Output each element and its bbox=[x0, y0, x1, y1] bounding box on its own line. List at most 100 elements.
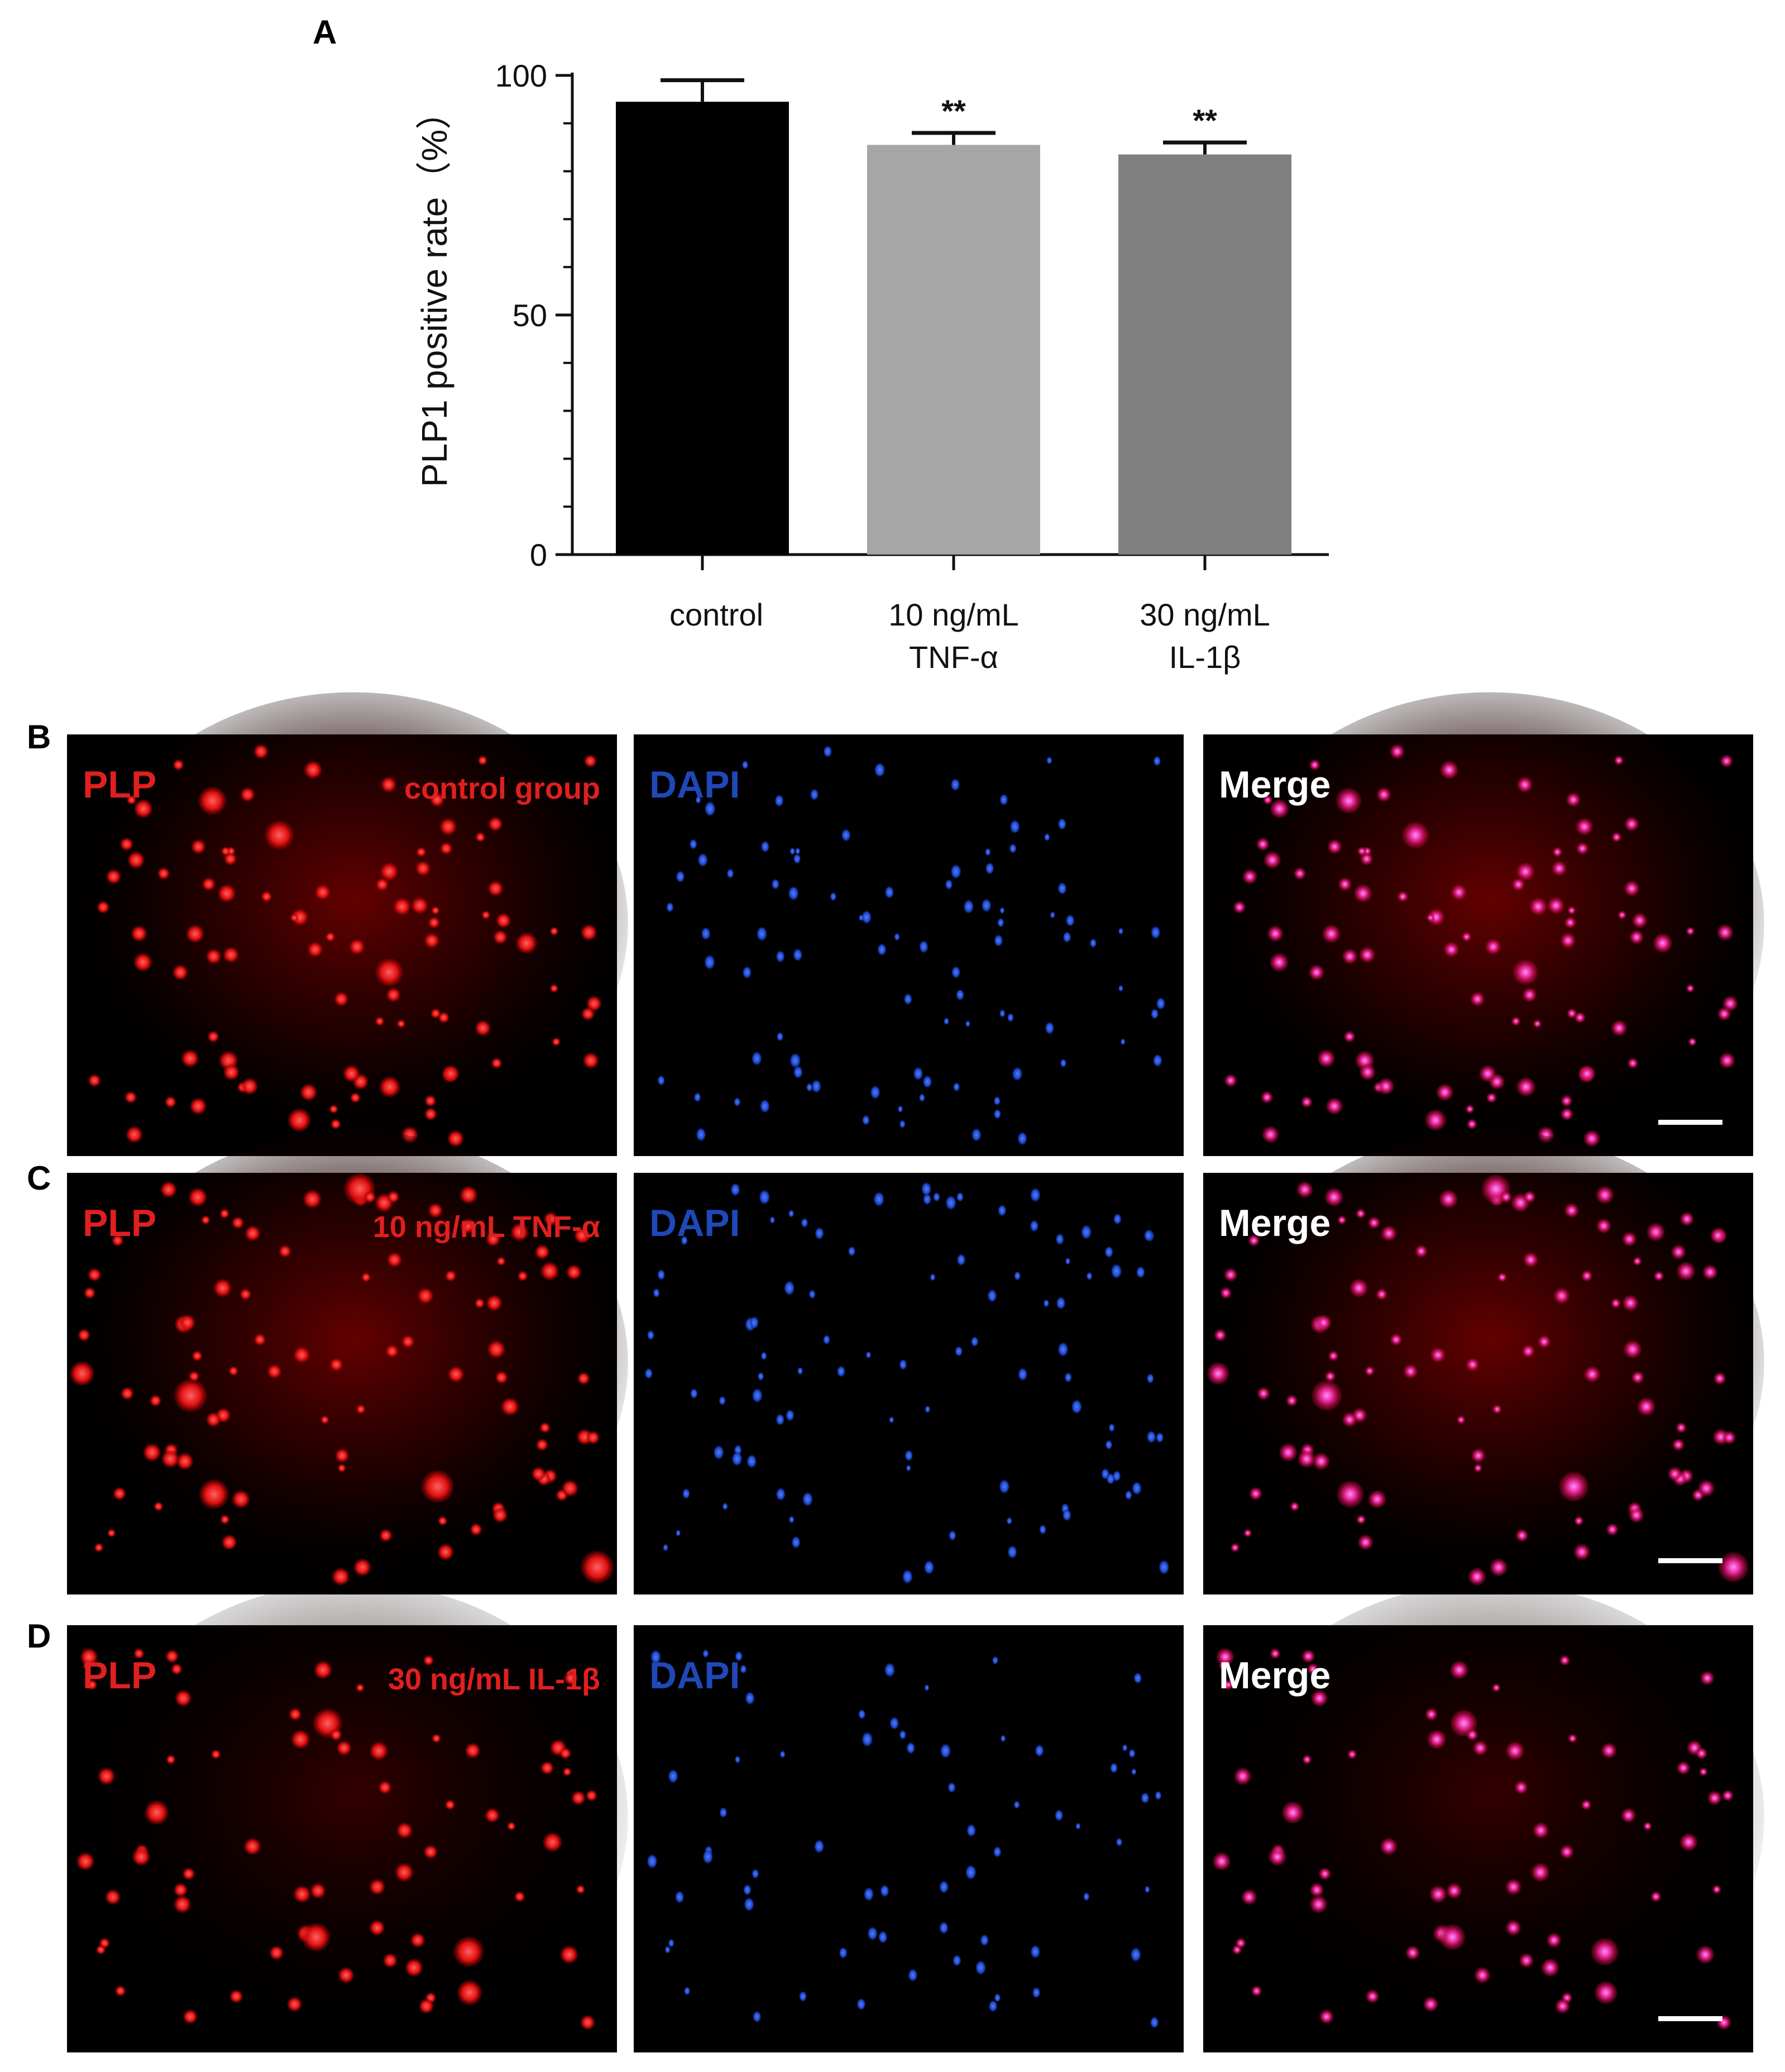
cell-marker bbox=[245, 1225, 261, 1242]
nucleus-marker bbox=[684, 1987, 691, 1995]
cell-marker bbox=[581, 1550, 614, 1584]
nucleus-marker bbox=[1006, 1517, 1012, 1525]
merged-cell-marker bbox=[1390, 1334, 1403, 1346]
merged-cell-marker bbox=[1629, 930, 1644, 944]
cell-marker bbox=[171, 1663, 183, 1675]
nucleus-marker bbox=[719, 1807, 728, 1818]
merged-cell-marker bbox=[1479, 1065, 1496, 1082]
merged-cell-marker bbox=[1263, 795, 1272, 805]
nucleus-marker bbox=[1153, 1054, 1162, 1067]
cell-marker bbox=[586, 1789, 597, 1801]
cell-marker bbox=[267, 1364, 282, 1379]
cell-marker bbox=[310, 1883, 326, 1899]
nucleus-marker bbox=[1108, 1423, 1115, 1432]
nucleus-marker bbox=[743, 1884, 752, 1896]
merged-cell-marker bbox=[1322, 924, 1341, 943]
nucleus-marker bbox=[949, 1530, 956, 1541]
cell-marker bbox=[192, 1350, 203, 1361]
micrograph-panel-merge: Merge bbox=[1203, 1582, 1764, 2052]
cell-marker bbox=[265, 820, 294, 850]
merged-cell-marker bbox=[1516, 862, 1535, 881]
cell-marker bbox=[395, 1863, 414, 1882]
merged-cell-marker bbox=[1611, 1298, 1621, 1309]
merged-cell-marker bbox=[1677, 1761, 1690, 1775]
x-tick-label: 30 ng/mL bbox=[1140, 597, 1270, 632]
merged-cell-marker bbox=[1631, 1371, 1644, 1384]
nucleus-marker bbox=[1120, 1038, 1126, 1045]
nucleus-marker bbox=[898, 1105, 903, 1113]
merged-cell-marker bbox=[1315, 1315, 1332, 1331]
merged-cell-marker bbox=[1473, 1464, 1482, 1472]
nucleus-marker bbox=[752, 1051, 762, 1066]
nucleus-marker bbox=[1044, 833, 1050, 841]
cell-marker bbox=[492, 1507, 508, 1523]
nucleus-marker bbox=[647, 1330, 654, 1340]
merged-cell-marker bbox=[1696, 1945, 1715, 1964]
cell-marker bbox=[186, 924, 204, 943]
nucleus-marker bbox=[731, 1452, 743, 1466]
cell-marker bbox=[253, 1334, 266, 1346]
merged-cell-marker bbox=[1621, 1808, 1636, 1823]
nucleus-marker bbox=[1057, 882, 1067, 895]
cell-marker bbox=[421, 1470, 454, 1503]
cell-marker bbox=[80, 1648, 98, 1666]
cell-marker bbox=[515, 932, 537, 954]
merged-cell-marker bbox=[1338, 877, 1352, 891]
nucleus-marker bbox=[788, 1210, 795, 1218]
nucleus-marker bbox=[741, 760, 749, 770]
nucleus-marker bbox=[858, 1709, 866, 1720]
cell-marker bbox=[329, 1105, 338, 1114]
merged-cell-marker bbox=[1337, 1481, 1364, 1508]
merged-cell-marker bbox=[1547, 897, 1564, 914]
nucleus-marker bbox=[874, 762, 885, 777]
cell-marker bbox=[397, 1019, 405, 1028]
merged-cell-marker bbox=[1720, 755, 1733, 767]
cell-marker bbox=[206, 1412, 221, 1427]
nucleus-marker bbox=[1032, 1987, 1041, 1998]
cell-marker bbox=[132, 1847, 150, 1866]
merged-cell-marker bbox=[1552, 847, 1562, 857]
merged-cell-marker bbox=[1349, 1279, 1368, 1297]
merged-cell-marker bbox=[1468, 1568, 1486, 1586]
nucleus-marker bbox=[1046, 756, 1052, 765]
x-tick-label: IL-1β bbox=[1169, 639, 1241, 675]
nucleus-marker bbox=[1060, 1059, 1066, 1068]
cell-marker bbox=[584, 755, 597, 767]
category-labels: control 10 ng/mL TNF-α 30 ng/mL IL-1β bbox=[669, 597, 1270, 675]
merged-cell-marker bbox=[1310, 1883, 1324, 1897]
merged-cell-marker bbox=[1342, 949, 1358, 964]
cell-marker bbox=[126, 1126, 143, 1143]
cell-marker bbox=[304, 761, 322, 779]
nucleus-marker bbox=[793, 948, 802, 961]
nucleus-marker bbox=[1146, 1430, 1156, 1443]
merged-cell-marker bbox=[1596, 1219, 1611, 1234]
nucleus-marker bbox=[1045, 1021, 1055, 1034]
nucleus-marker bbox=[1050, 911, 1055, 919]
bar bbox=[616, 102, 789, 555]
cell-marker bbox=[315, 884, 331, 900]
merged-cell-marker bbox=[1439, 1190, 1458, 1209]
nucleus-marker bbox=[1146, 1373, 1154, 1383]
merged-cell-marker bbox=[1207, 1362, 1229, 1385]
nucleus-marker bbox=[1009, 843, 1017, 853]
merged-cell-marker bbox=[1522, 987, 1537, 1002]
nucleus-marker bbox=[1065, 1258, 1071, 1265]
nucleus-marker bbox=[965, 1865, 977, 1880]
cell-marker bbox=[369, 1920, 385, 1936]
channel-label: Merge bbox=[1219, 763, 1331, 806]
nucleus-marker bbox=[1030, 1188, 1041, 1202]
nucleus-marker bbox=[726, 868, 734, 879]
merged-cell-marker bbox=[1380, 1837, 1398, 1855]
nucleus-marker bbox=[945, 1195, 956, 1210]
merged-cell-marker bbox=[1561, 1095, 1572, 1107]
cell-marker bbox=[465, 1742, 481, 1759]
nucleus-marker bbox=[815, 1227, 824, 1240]
nucleus-marker bbox=[999, 1479, 1010, 1494]
cell-marker bbox=[202, 877, 216, 891]
merged-cell-marker bbox=[1301, 1096, 1313, 1108]
nucleus-marker bbox=[1012, 1067, 1022, 1081]
nucleus-marker bbox=[746, 1454, 757, 1468]
nucleus-marker bbox=[786, 1409, 795, 1421]
nucleus-marker bbox=[971, 1336, 979, 1347]
